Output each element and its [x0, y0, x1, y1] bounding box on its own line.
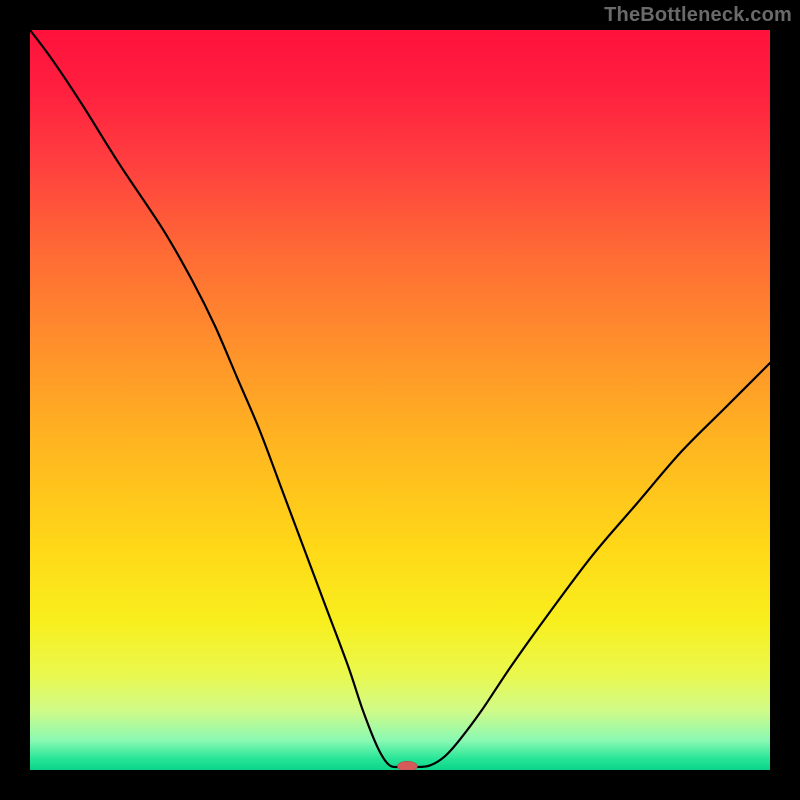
minimum-marker [397, 761, 417, 771]
chart-svg [0, 0, 800, 800]
watermark-text: TheBottleneck.com [604, 4, 792, 27]
plot-area [30, 30, 770, 770]
chart-stage: TheBottleneck.com [0, 0, 800, 800]
